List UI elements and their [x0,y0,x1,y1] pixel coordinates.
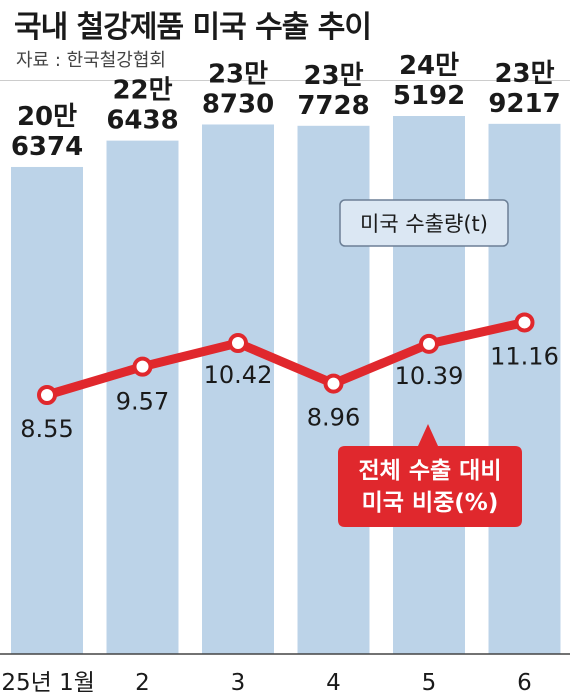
x-tick-4: 4 [326,670,341,696]
line-point-4 [323,373,344,394]
point-labels: 8.55 9.57 10.42 8.96 10.39 11.16 [20,342,559,443]
line-legend-label-line1: 전체 수출 대비 [359,458,502,484]
line-point-3 [228,333,248,354]
point-label-6: 11.16 [490,342,559,370]
line-legend-callout: 전체 수출 대비 미국 비중(%) [338,424,522,527]
line-point-1 [37,385,57,405]
bar-2 [106,140,179,654]
line-point-2 [132,356,153,377]
bar-label-3-line2: 8730 [202,89,274,119]
bar-label-6-line1: 23만 [494,59,554,89]
x-tick-6: 6 [517,670,532,696]
bar-label-2-line1: 22만 [112,76,172,106]
line-legend-label-line2: 미국 비중(%) [362,490,499,516]
line-point-5 [419,333,439,354]
x-tick-3: 3 [231,670,246,696]
point-label-5: 10.39 [395,362,464,390]
bar-labels: 20만637422만643823만873023만772824만519223만92… [11,51,561,162]
x-axis-ticks: '25년 1월 2 3 4 5 6 [0,670,532,696]
line-legend-bubble [338,424,522,527]
point-label-1: 8.55 [20,415,73,443]
bar-legend-label: 미국 수출량(t) [360,212,488,236]
bar-series [11,116,561,655]
bar-label-1-line2: 6374 [11,132,83,162]
bar-label-1-line1: 20만 [17,102,77,132]
bar-legend-box [339,199,509,247]
bar-label-4-line1: 23만 [303,61,363,91]
bar-label-3-line1: 23만 [208,59,268,89]
point-label-2: 9.57 [116,388,169,416]
chart-title: 국내 철강제품 미국 수출 추이 [14,10,372,45]
point-label-4: 8.96 [307,404,360,432]
bar-label-4-line2: 7728 [297,91,369,121]
bar-label-5-line2: 5192 [393,81,465,111]
bar-label-2-line2: 6438 [106,106,178,136]
header-divider [0,80,570,81]
x-tick-1: '25년 1월 [0,670,95,696]
bar-label-6-line2: 9217 [488,89,560,119]
line-point-6 [514,312,535,333]
x-tick-5: 5 [422,670,437,696]
bar-3 [202,124,274,654]
bar-1 [11,166,83,655]
point-label-3: 10.42 [204,361,273,389]
line-series [37,312,535,405]
bar-label-5-line1: 24만 [399,51,459,81]
bar-legend: 미국 수출량(t) [339,199,509,247]
source-note: 자료 : 한국철강협회 [16,50,166,71]
share-line [42,317,529,400]
x-tick-2: 2 [135,670,150,696]
